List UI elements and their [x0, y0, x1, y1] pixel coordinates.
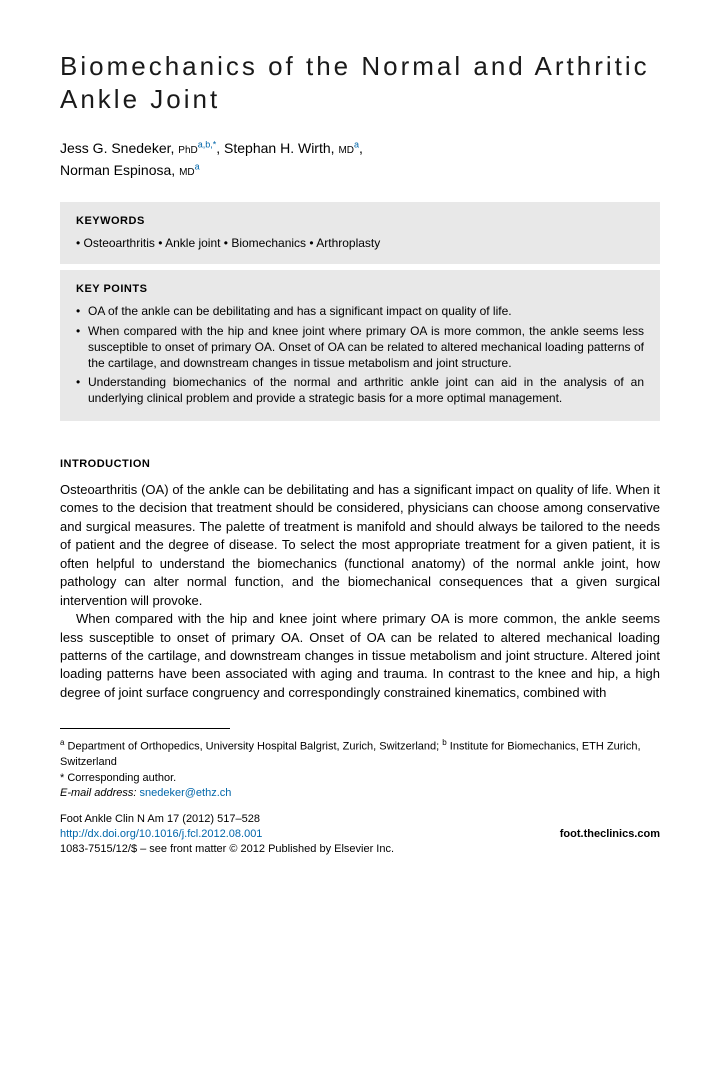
article-title: Biomechanics of the Normal and Arthritic… [60, 50, 660, 115]
copyright: 1083-7515/12/$ – see front matter © 2012… [60, 842, 660, 857]
keypoints-heading: KEY POINTS [76, 282, 644, 297]
email-link[interactable]: snedeker@ethz.ch [139, 787, 231, 799]
affil-a-text: Department of Orthopedics, University Ho… [64, 741, 442, 753]
author-sep: , [359, 140, 363, 156]
keywords-block: KEYWORDS • Osteoarthritis • Ankle joint … [60, 202, 660, 264]
keypoint-item: Understanding biomechanics of the normal… [76, 374, 644, 406]
author-1-affil-sup: a,b,* [198, 139, 217, 149]
author-block: Jess G. Snedeker, PhDa,b,*, Stephan H. W… [60, 137, 660, 182]
footnote-rule [60, 728, 230, 729]
keywords-heading: KEYWORDS [76, 214, 644, 229]
keypoints-list: OA of the ankle can be debilitating and … [76, 303, 644, 406]
doi-link[interactable]: http://dx.doi.org/10.1016/j.fcl.2012.08.… [60, 827, 262, 842]
intro-paragraph-1: Osteoarthritis (OA) of the ankle can be … [60, 481, 660, 610]
keywords-list: • Osteoarthritis • Ankle joint • Biomech… [76, 235, 644, 252]
email-label: E-mail address: [60, 787, 139, 799]
author-3-affil-sup: a [195, 162, 200, 172]
author-1-degree: PhD [178, 145, 197, 156]
intro-paragraph-2: When compared with the hip and knee join… [60, 610, 660, 702]
keypoint-item: When compared with the hip and knee join… [76, 323, 644, 372]
journal-site[interactable]: foot.theclinics.com [560, 827, 660, 842]
corresponding-author: * Corresponding author. [60, 772, 176, 784]
section-heading-intro: INTRODUCTION [60, 457, 660, 472]
affiliations: a Department of Orthopedics, University … [60, 737, 660, 801]
author-1-name: Jess G. Snedeker, [60, 140, 178, 156]
keypoint-item: OA of the ankle can be debilitating and … [76, 303, 644, 319]
keypoints-block: KEY POINTS OA of the ankle can be debili… [60, 270, 660, 422]
author-2-degree: MD [338, 145, 354, 156]
author-3-degree: MD [179, 167, 195, 178]
author-3-name: Norman Espinosa, [60, 162, 179, 178]
citation: Foot Ankle Clin N Am 17 (2012) 517–528 [60, 812, 660, 827]
author-2-name: , Stephan H. Wirth, [216, 140, 338, 156]
publication-info: Foot Ankle Clin N Am 17 (2012) 517–528 h… [60, 812, 660, 858]
